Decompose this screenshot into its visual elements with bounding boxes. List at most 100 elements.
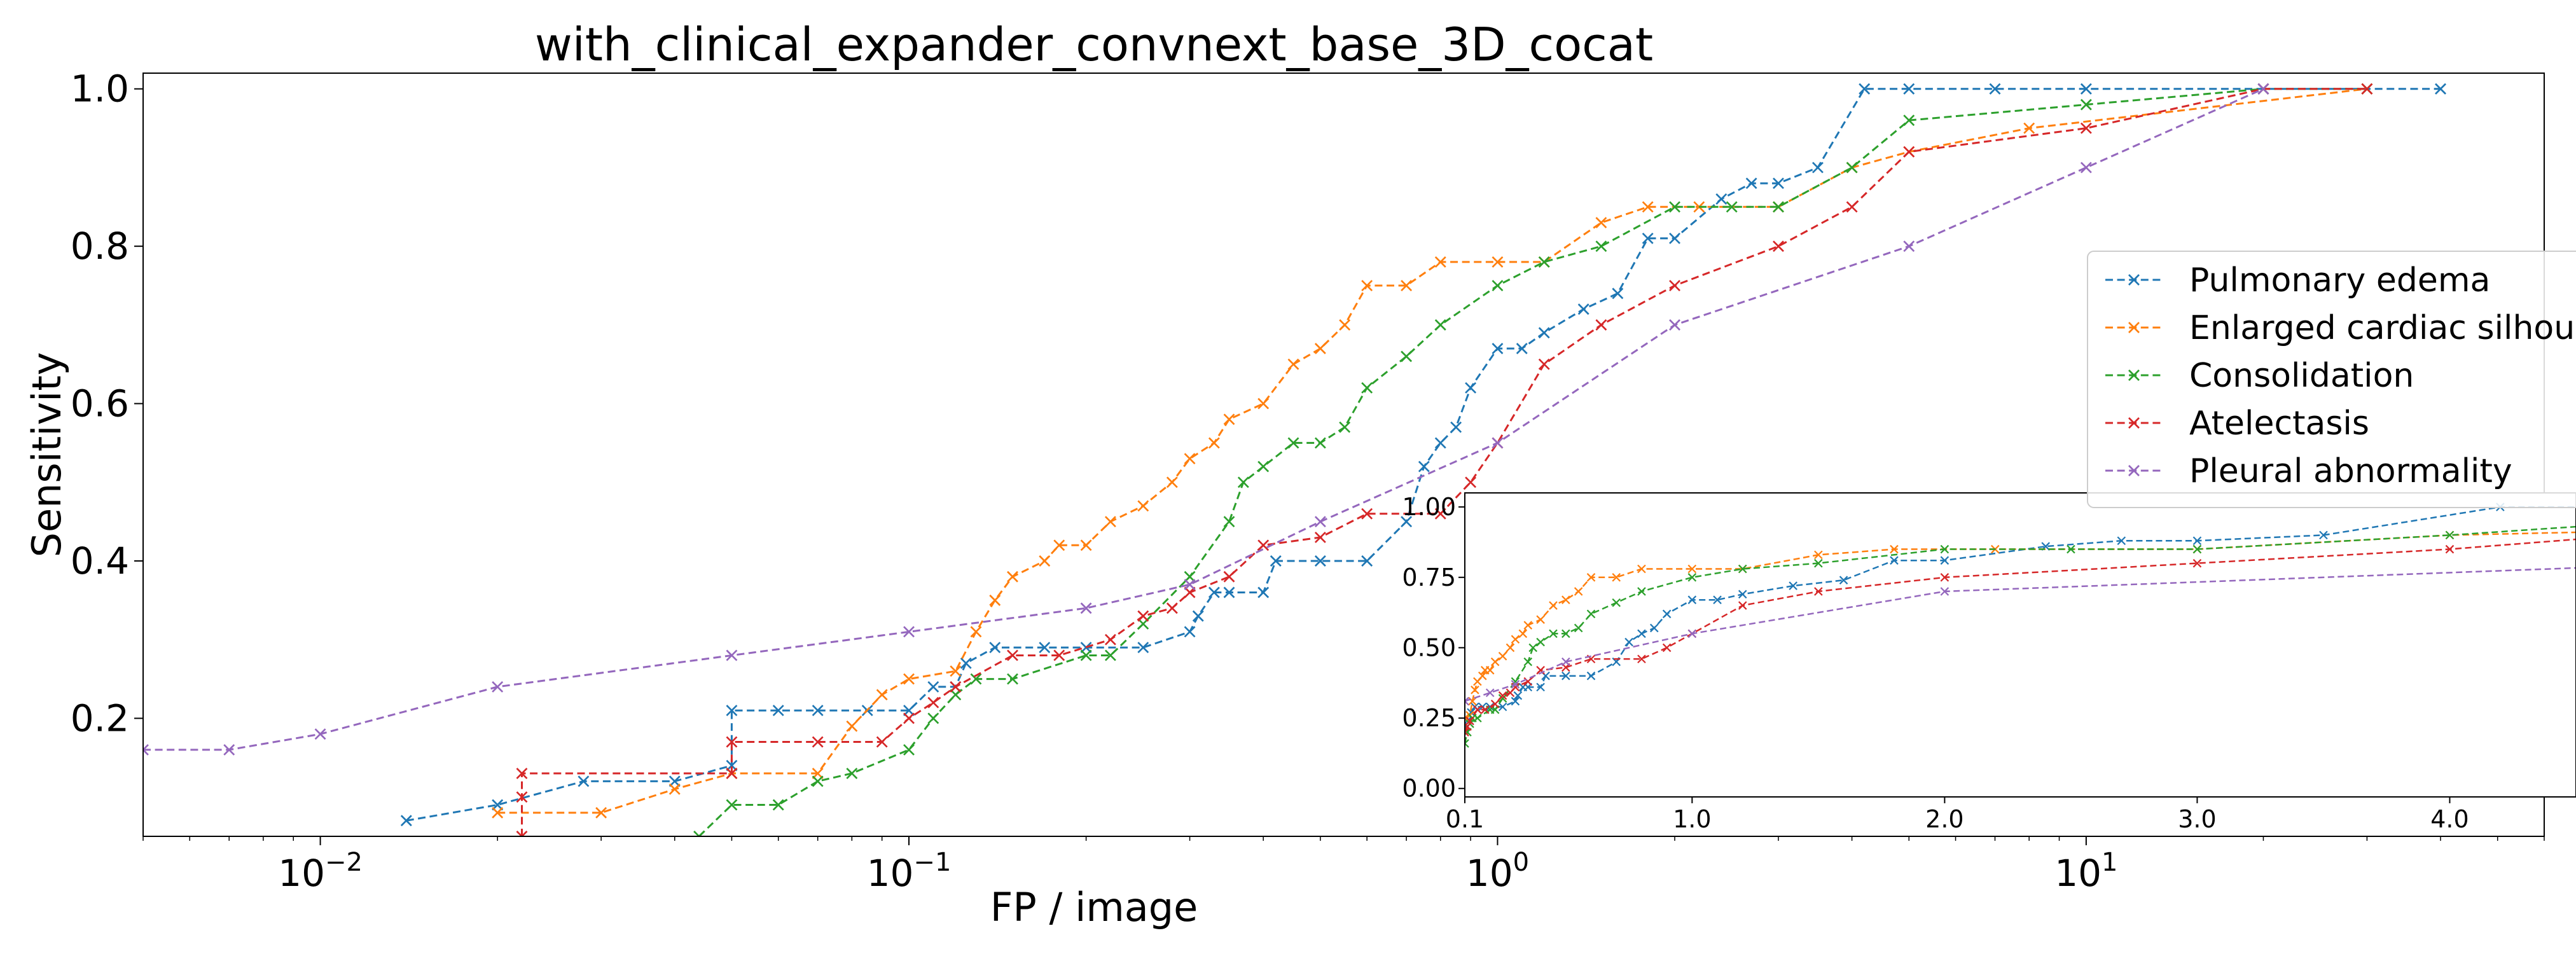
data-point	[143, 743, 149, 756]
data-point	[1669, 319, 1680, 331]
inset-data-point	[1687, 595, 1697, 604]
legend-marker	[2128, 370, 2140, 381]
inset-data-point	[1465, 722, 1472, 731]
data-point	[1846, 162, 1858, 174]
data-point	[1053, 649, 1065, 661]
data-point	[1434, 256, 1446, 268]
inset-data-point	[2192, 558, 2202, 568]
data-point	[1903, 240, 1915, 252]
legend-label-pulmonary-edema: Pulmonary edema	[2189, 261, 2490, 300]
legend: Pulmonary edema Enlarged cardiac silhouet…	[2087, 251, 2576, 508]
inset-data-point	[1713, 595, 1722, 604]
data-point	[812, 736, 824, 748]
data-point	[1184, 626, 1196, 638]
data-point	[516, 768, 528, 779]
inset-data-point	[1789, 581, 1797, 590]
data-point	[1314, 437, 1326, 449]
data-point	[876, 736, 888, 748]
data-point	[1418, 460, 1430, 473]
data-point	[726, 649, 738, 661]
data-point	[1314, 516, 1326, 528]
inset-data-point	[1498, 694, 1507, 703]
inset-data-point	[1562, 595, 1570, 604]
data-point	[927, 681, 939, 693]
inset-data-point	[1465, 728, 1469, 736]
data-point	[1039, 555, 1051, 567]
data-point	[578, 775, 590, 787]
inset-data-point	[1523, 657, 1533, 667]
inset-data-point	[1536, 682, 1545, 692]
inset-data-point	[1471, 686, 1479, 695]
data-point	[1492, 437, 1504, 449]
inset-data-point	[1574, 623, 1583, 633]
chart-title: with_clinical_expander_convnext_base_3D_…	[535, 18, 1653, 71]
data-point	[1492, 256, 1504, 268]
legend-label-consolidation: Consolidation	[2189, 357, 2414, 395]
data-point	[1257, 586, 1270, 598]
data-point	[927, 712, 939, 724]
data-point	[726, 768, 738, 779]
inset-data-point	[1814, 550, 1823, 560]
data-point	[1257, 539, 1270, 551]
inset-data-point	[1468, 696, 1477, 706]
data-point	[1166, 476, 1178, 488]
data-point	[950, 681, 962, 693]
data-point	[903, 626, 915, 638]
data-point	[1208, 586, 1220, 598]
data-point	[1223, 570, 1235, 583]
data-point	[1339, 319, 1351, 331]
inset-chart: 0.1 1.0 2.0 3.0 4.0 0.00 0.25 0.50 0.75 1.00	[1402, 492, 2576, 833]
inset-data-point	[1586, 671, 1596, 681]
x-tick-label: 101	[2054, 848, 2117, 895]
data-point	[1361, 555, 1373, 567]
x-axis-label: FP / image	[990, 884, 1198, 930]
inset-data-point	[1523, 677, 1533, 686]
data-point	[772, 705, 784, 717]
data-point	[516, 831, 528, 836]
inset-data-point	[1890, 556, 1899, 565]
legend-box	[2087, 251, 2576, 508]
data-point	[1811, 162, 1824, 174]
data-point	[1166, 602, 1178, 614]
data-point	[1314, 555, 1326, 567]
data-point	[903, 743, 915, 756]
data-point	[1053, 539, 1065, 551]
data-point	[1361, 508, 1373, 520]
data-point	[1104, 516, 1116, 528]
data-point	[223, 743, 235, 756]
inset-data-point	[1586, 572, 1596, 582]
series-line-atelectasis	[521, 88, 2367, 836]
data-point	[2023, 122, 2035, 134]
inset-data-point	[1940, 544, 1949, 554]
data-point	[668, 783, 681, 795]
data-point	[1434, 319, 1446, 331]
data-point	[693, 831, 705, 836]
inset-data-point	[1562, 657, 1570, 667]
data-point	[903, 673, 915, 685]
inset-data-point	[1473, 714, 1482, 722]
data-point	[1223, 516, 1235, 528]
inset-data-point	[2445, 530, 2455, 540]
inset-data-point	[1473, 705, 1482, 714]
inset-data-point	[1586, 609, 1596, 619]
inset-data-point	[1465, 696, 1469, 706]
inset-data-point	[1637, 629, 1646, 639]
data-point	[1538, 256, 1550, 268]
legend-label-pleural-abnormality: Pleural abnormality	[2189, 452, 2512, 490]
data-point	[1612, 287, 1624, 300]
inset-data-point	[1562, 629, 1570, 639]
inset-series-line-consolidation	[1465, 525, 2576, 744]
inset-x-tick-label: 0.1	[1446, 805, 1484, 833]
inset-data-point	[2445, 544, 2455, 554]
y-tick-label: 1.0	[71, 67, 129, 111]
data-point	[1492, 343, 1504, 354]
inset-data-point	[1574, 587, 1583, 596]
inset-data-point	[1662, 609, 1672, 619]
data-point	[726, 736, 738, 748]
inset-y-tick-label: 0.00	[1402, 775, 1456, 803]
data-point	[2080, 162, 2092, 174]
inset-data-point	[1814, 558, 1823, 568]
data-point	[1237, 476, 1249, 488]
inset-data-point	[1940, 587, 1949, 596]
data-point	[1361, 382, 1373, 394]
